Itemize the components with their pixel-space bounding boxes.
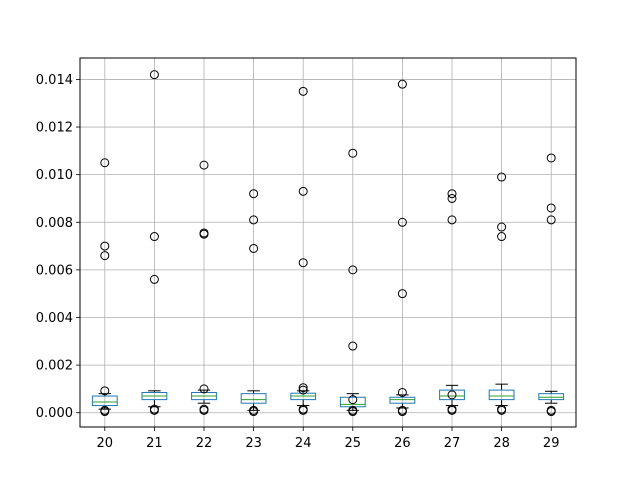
- outlier-point: [100, 158, 110, 168]
- outlier-point: [348, 405, 358, 415]
- y-tick-label: 0.002: [36, 359, 73, 374]
- outlier-point: [199, 228, 209, 238]
- iqr-box: [439, 389, 465, 401]
- outlier-point: [348, 148, 358, 158]
- outlier-point: [348, 265, 358, 275]
- y-tick-label: 0.008: [36, 216, 73, 231]
- y-tick-label: 0.006: [36, 263, 73, 278]
- outlier-point: [497, 232, 507, 242]
- outlier-point: [447, 215, 457, 225]
- y-tick-label: 0.010: [36, 168, 73, 183]
- outlier-point: [397, 217, 407, 227]
- box-27: [439, 189, 465, 415]
- outlier-point: [497, 404, 507, 414]
- outlier-point: [298, 186, 308, 196]
- outlier-point: [100, 386, 110, 396]
- box-25: [339, 148, 366, 417]
- outlier-point: [199, 404, 209, 414]
- outlier-point: [546, 215, 556, 225]
- y-tick-label: 0.014: [36, 73, 73, 88]
- outlier-point: [149, 404, 159, 414]
- outlier-point: [447, 390, 457, 400]
- x-tick-label: 25: [345, 436, 362, 451]
- outlier-point: [397, 405, 407, 415]
- outlier-point: [447, 189, 457, 199]
- outlier-point: [397, 289, 407, 299]
- outlier-point: [149, 70, 159, 80]
- box-24: [290, 86, 317, 415]
- outlier-point: [497, 172, 507, 182]
- outlier-point: [397, 387, 407, 397]
- x-tick-label: 28: [493, 436, 510, 451]
- iqr-box: [389, 396, 416, 404]
- outlier-point: [149, 274, 159, 284]
- outlier-point: [249, 243, 259, 253]
- box-20: [91, 158, 118, 417]
- outlier-point: [546, 203, 556, 213]
- outlier-point: [348, 341, 358, 351]
- outlier-point: [447, 193, 457, 203]
- x-tick-label: 26: [394, 436, 411, 451]
- box-21: [141, 70, 168, 415]
- iqr-box: [240, 393, 267, 404]
- outlier-point: [298, 86, 308, 96]
- box-28: [488, 172, 515, 415]
- box-22: [191, 160, 217, 415]
- outlier-point: [348, 395, 358, 405]
- outlier-point: [447, 404, 457, 414]
- outlier-point: [100, 251, 110, 261]
- y-tick-label: 0.012: [36, 121, 73, 136]
- boxes-layer: [91, 70, 565, 417]
- box-29: [538, 153, 565, 417]
- x-tick-label: 22: [196, 436, 213, 451]
- x-tick-label: 20: [97, 436, 114, 451]
- outlier-point: [249, 189, 259, 199]
- outlier-point: [497, 222, 507, 232]
- x-tick-label: 23: [245, 436, 262, 451]
- outlier-point: [249, 215, 259, 225]
- outlier-point: [298, 258, 308, 268]
- outlier-point: [546, 153, 556, 163]
- y-axis: 0.000 0.002 0.004 0.006 0.008 0.010 0.012 0.014: [36, 73, 80, 421]
- x-tick-label: 21: [146, 436, 163, 451]
- outlier-point: [100, 241, 110, 251]
- plot-area-frame: [79, 57, 577, 428]
- outlier-point: [298, 385, 308, 395]
- outlier-point: [199, 160, 209, 170]
- outlier-point: [298, 383, 308, 393]
- x-tick-label: 24: [295, 436, 312, 451]
- iqr-box: [91, 395, 118, 407]
- outlier-point: [249, 405, 259, 415]
- box-26: [389, 79, 416, 417]
- iqr-box: [538, 393, 565, 401]
- x-tick-label: 27: [444, 436, 461, 451]
- iqr-box: [488, 389, 515, 401]
- outlier-point: [298, 404, 308, 414]
- outlier-point: [149, 232, 159, 242]
- grid-layer: [80, 58, 576, 427]
- outlier-point: [546, 405, 556, 415]
- outlier-point: [100, 405, 110, 415]
- y-tick-label: 0.004: [36, 311, 73, 326]
- box-23: [240, 189, 267, 417]
- y-tick-label: 0.000: [36, 406, 73, 421]
- outlier-point: [199, 384, 209, 394]
- x-axis: 20 21 22 23 24 25 26 27 28 29: [97, 427, 560, 451]
- outlier-point: [397, 79, 407, 89]
- x-tick-label: 29: [543, 436, 560, 451]
